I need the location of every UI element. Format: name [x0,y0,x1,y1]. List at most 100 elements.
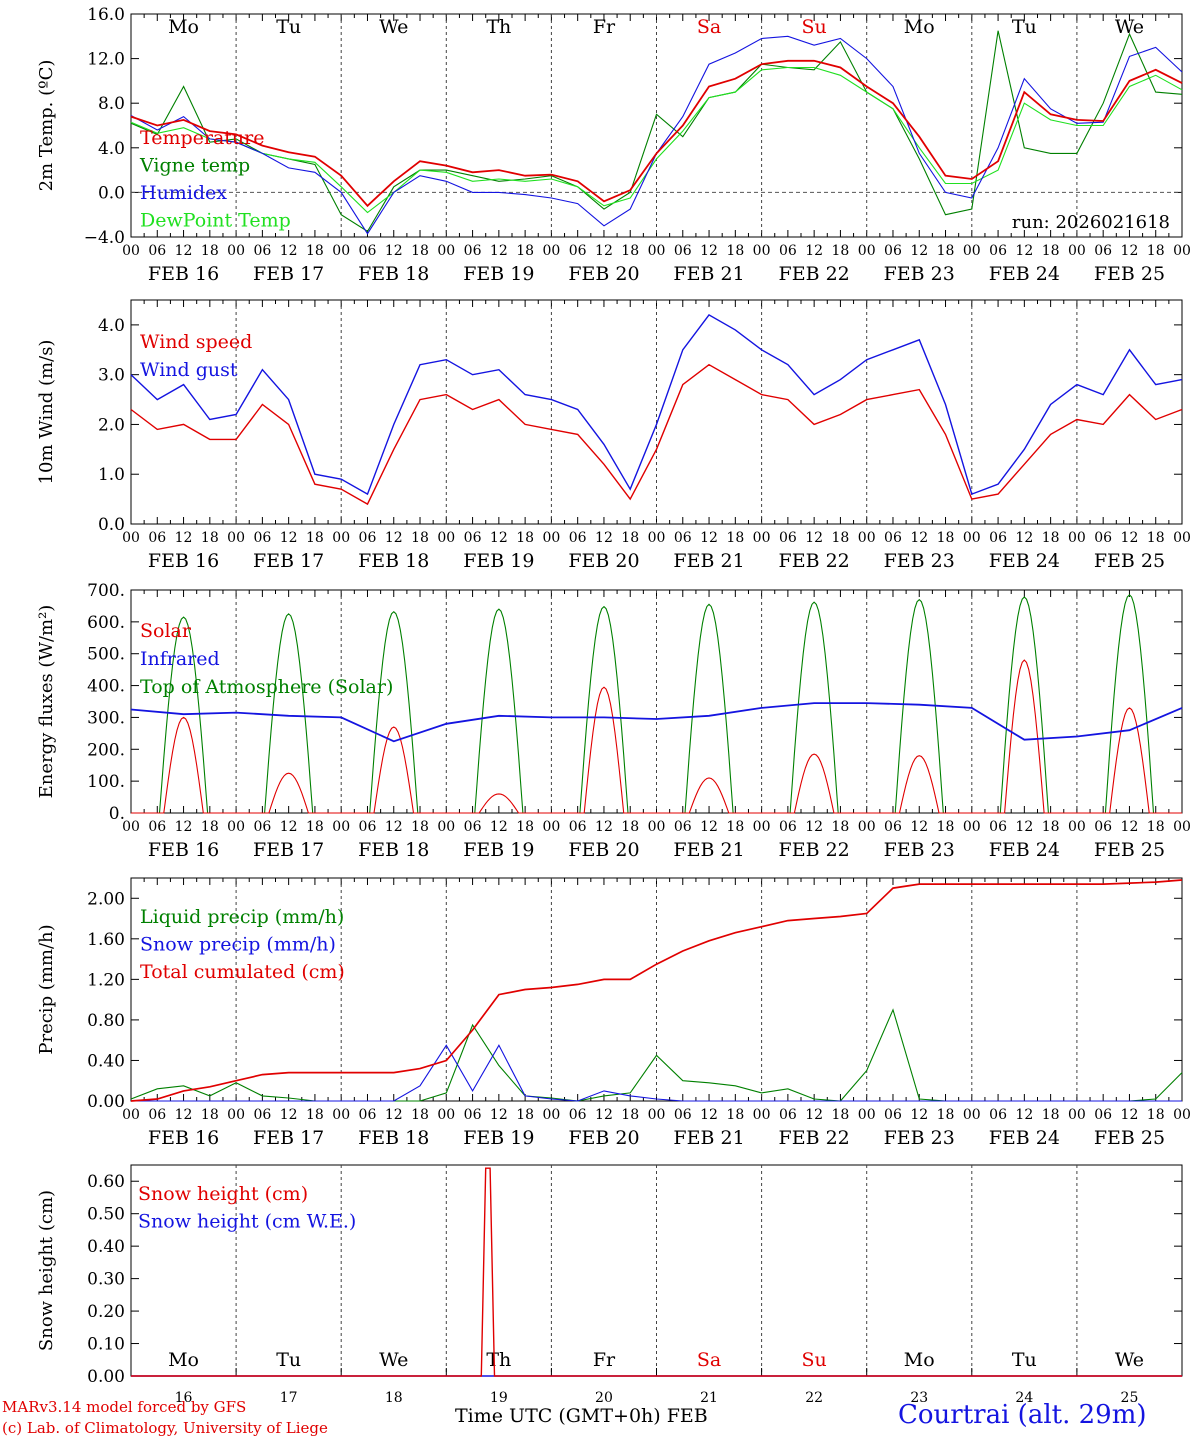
time-axis-label: Time UTC (GMT+0h) FEB [455,1405,708,1427]
hour-tick-label: 18 [306,1107,324,1123]
hour-tick-label: 06 [569,1107,587,1123]
date-label: FEB 22 [779,550,850,572]
date-label: FEB 25 [1094,839,1165,861]
hour-tick-label: 12 [595,530,613,546]
hour-tick-label: 18 [726,243,744,259]
weekday-label: Mo [904,1349,935,1371]
hour-tick-label: 06 [989,243,1007,259]
legend-entry: Wind gust [140,359,238,381]
hour-tick-label: 18 [516,1107,534,1123]
y-tick-label: 16.0 [87,5,125,25]
weekday-label: We [1115,16,1144,38]
date-label: FEB 17 [253,839,324,861]
date-label: FEB 16 [148,1127,219,1149]
hour-tick-label: 00 [963,819,981,835]
y-axis-title: Energy fluxes (W/m²) [36,605,57,799]
hour-tick-label: 18 [516,819,534,835]
weekday-label: Sa [697,16,721,38]
lab-credit: (c) Lab. of Climatology, University of L… [2,1419,328,1437]
hour-tick-label: 12 [595,1107,613,1123]
date-label: FEB 25 [1094,550,1165,572]
date-label: FEB 20 [568,1127,639,1149]
hour-tick-label: 12 [805,530,823,546]
day-number: 23 [910,1390,928,1406]
y-tick-label: 12.0 [87,50,125,70]
day-number: 21 [700,1390,718,1406]
weekday-label: Tu [1012,1349,1037,1371]
date-label: FEB 16 [148,550,219,572]
hour-tick-label: 18 [411,530,429,546]
date-label: FEB 25 [1094,1127,1165,1149]
hour-tick-label: 12 [280,530,298,546]
hour-tick-label: 00 [648,819,666,835]
hour-tick-label: 06 [464,1107,482,1123]
y-tick-label: 100. [87,772,125,792]
hour-tick-label: 00 [1173,819,1191,835]
hour-tick-label: 06 [779,819,797,835]
y-tick-label: 4.0 [98,316,125,336]
y-tick-label: 0.00 [87,1367,125,1387]
date-label: FEB 23 [884,1127,955,1149]
hour-tick-label: 00 [122,819,140,835]
date-label: FEB 18 [358,263,429,285]
legend-entry: Liquid precip (mm/h) [140,906,344,928]
hour-tick-label: 18 [201,1107,219,1123]
y-tick-label: 2.0 [98,415,125,435]
y-tick-label: 0.10 [87,1335,125,1355]
date-label: FEB 19 [463,1127,534,1149]
y-tick-label: −4.0 [84,228,125,248]
weekday-label: Fr [593,16,616,38]
panel-frame [130,13,1183,238]
series-line-wind-gust [130,313,1183,496]
day-number: 19 [490,1390,508,1406]
hour-tick-label: 00 [1068,1107,1086,1123]
y-tick-label: 2.00 [87,889,125,909]
hour-tick-label: 06 [989,819,1007,835]
legend-entry: Vigne temp [139,155,250,177]
weekday-label: Tu [276,16,301,38]
y-tick-label: 600. [87,613,125,633]
hour-tick-label: 00 [858,530,876,546]
hour-tick-label: 12 [700,530,718,546]
hour-tick-label: 00 [332,243,350,259]
hour-tick-label: 06 [464,243,482,259]
hour-tick-label: 06 [359,530,377,546]
hour-tick-label: 12 [175,530,193,546]
date-label: FEB 23 [884,263,955,285]
date-label: FEB 19 [463,550,534,572]
y-tick-label: 0. [109,804,125,824]
date-label: FEB 19 [463,263,534,285]
y-tick-label: 0.0 [98,183,125,203]
weekday-label: Tu [1012,16,1037,38]
series-line-vigne-temp [130,30,1183,233]
series-line-solar [131,659,1182,814]
y-tick-label: 500. [87,645,125,665]
date-label: FEB 24 [989,550,1060,572]
hour-tick-label: 18 [621,243,639,259]
hour-tick-label: 06 [1094,243,1112,259]
hour-tick-label: 06 [464,530,482,546]
hour-tick-label: 12 [280,243,298,259]
hour-tick-label: 06 [148,819,166,835]
hour-tick-label: 06 [884,530,902,546]
hour-tick-label: 12 [805,243,823,259]
hour-tick-label: 00 [542,1107,560,1123]
hour-tick-label: 12 [595,243,613,259]
hour-tick-label: 12 [700,243,718,259]
hour-tick-label: 12 [1015,530,1033,546]
panel-2: 4.0 3.0 2.0 1.0 0.0 10m Wind (m/s) Wind speed W… [36,299,1191,572]
hour-tick-label: 00 [437,530,455,546]
hour-tick-label: 18 [516,530,534,546]
hour-tick-label: 18 [1042,243,1060,259]
hour-tick-label: 00 [1173,1107,1191,1123]
date-label: FEB 21 [673,263,744,285]
legend-entry: DewPoint Temp [140,210,291,232]
panel-4: 2.00 1.60 1.20 0.80 0.40 0.00 Precip (mm/h) Liq… [36,877,1191,1149]
hour-tick-label: 00 [122,1107,140,1123]
hour-tick-label: 12 [1015,243,1033,259]
date-label: FEB 21 [673,550,744,572]
hour-tick-label: 12 [595,819,613,835]
weekday-label: Th [486,1349,511,1371]
hour-tick-label: 06 [779,1107,797,1123]
legend-entry: Top of Atmosphere (Solar) [140,676,393,698]
